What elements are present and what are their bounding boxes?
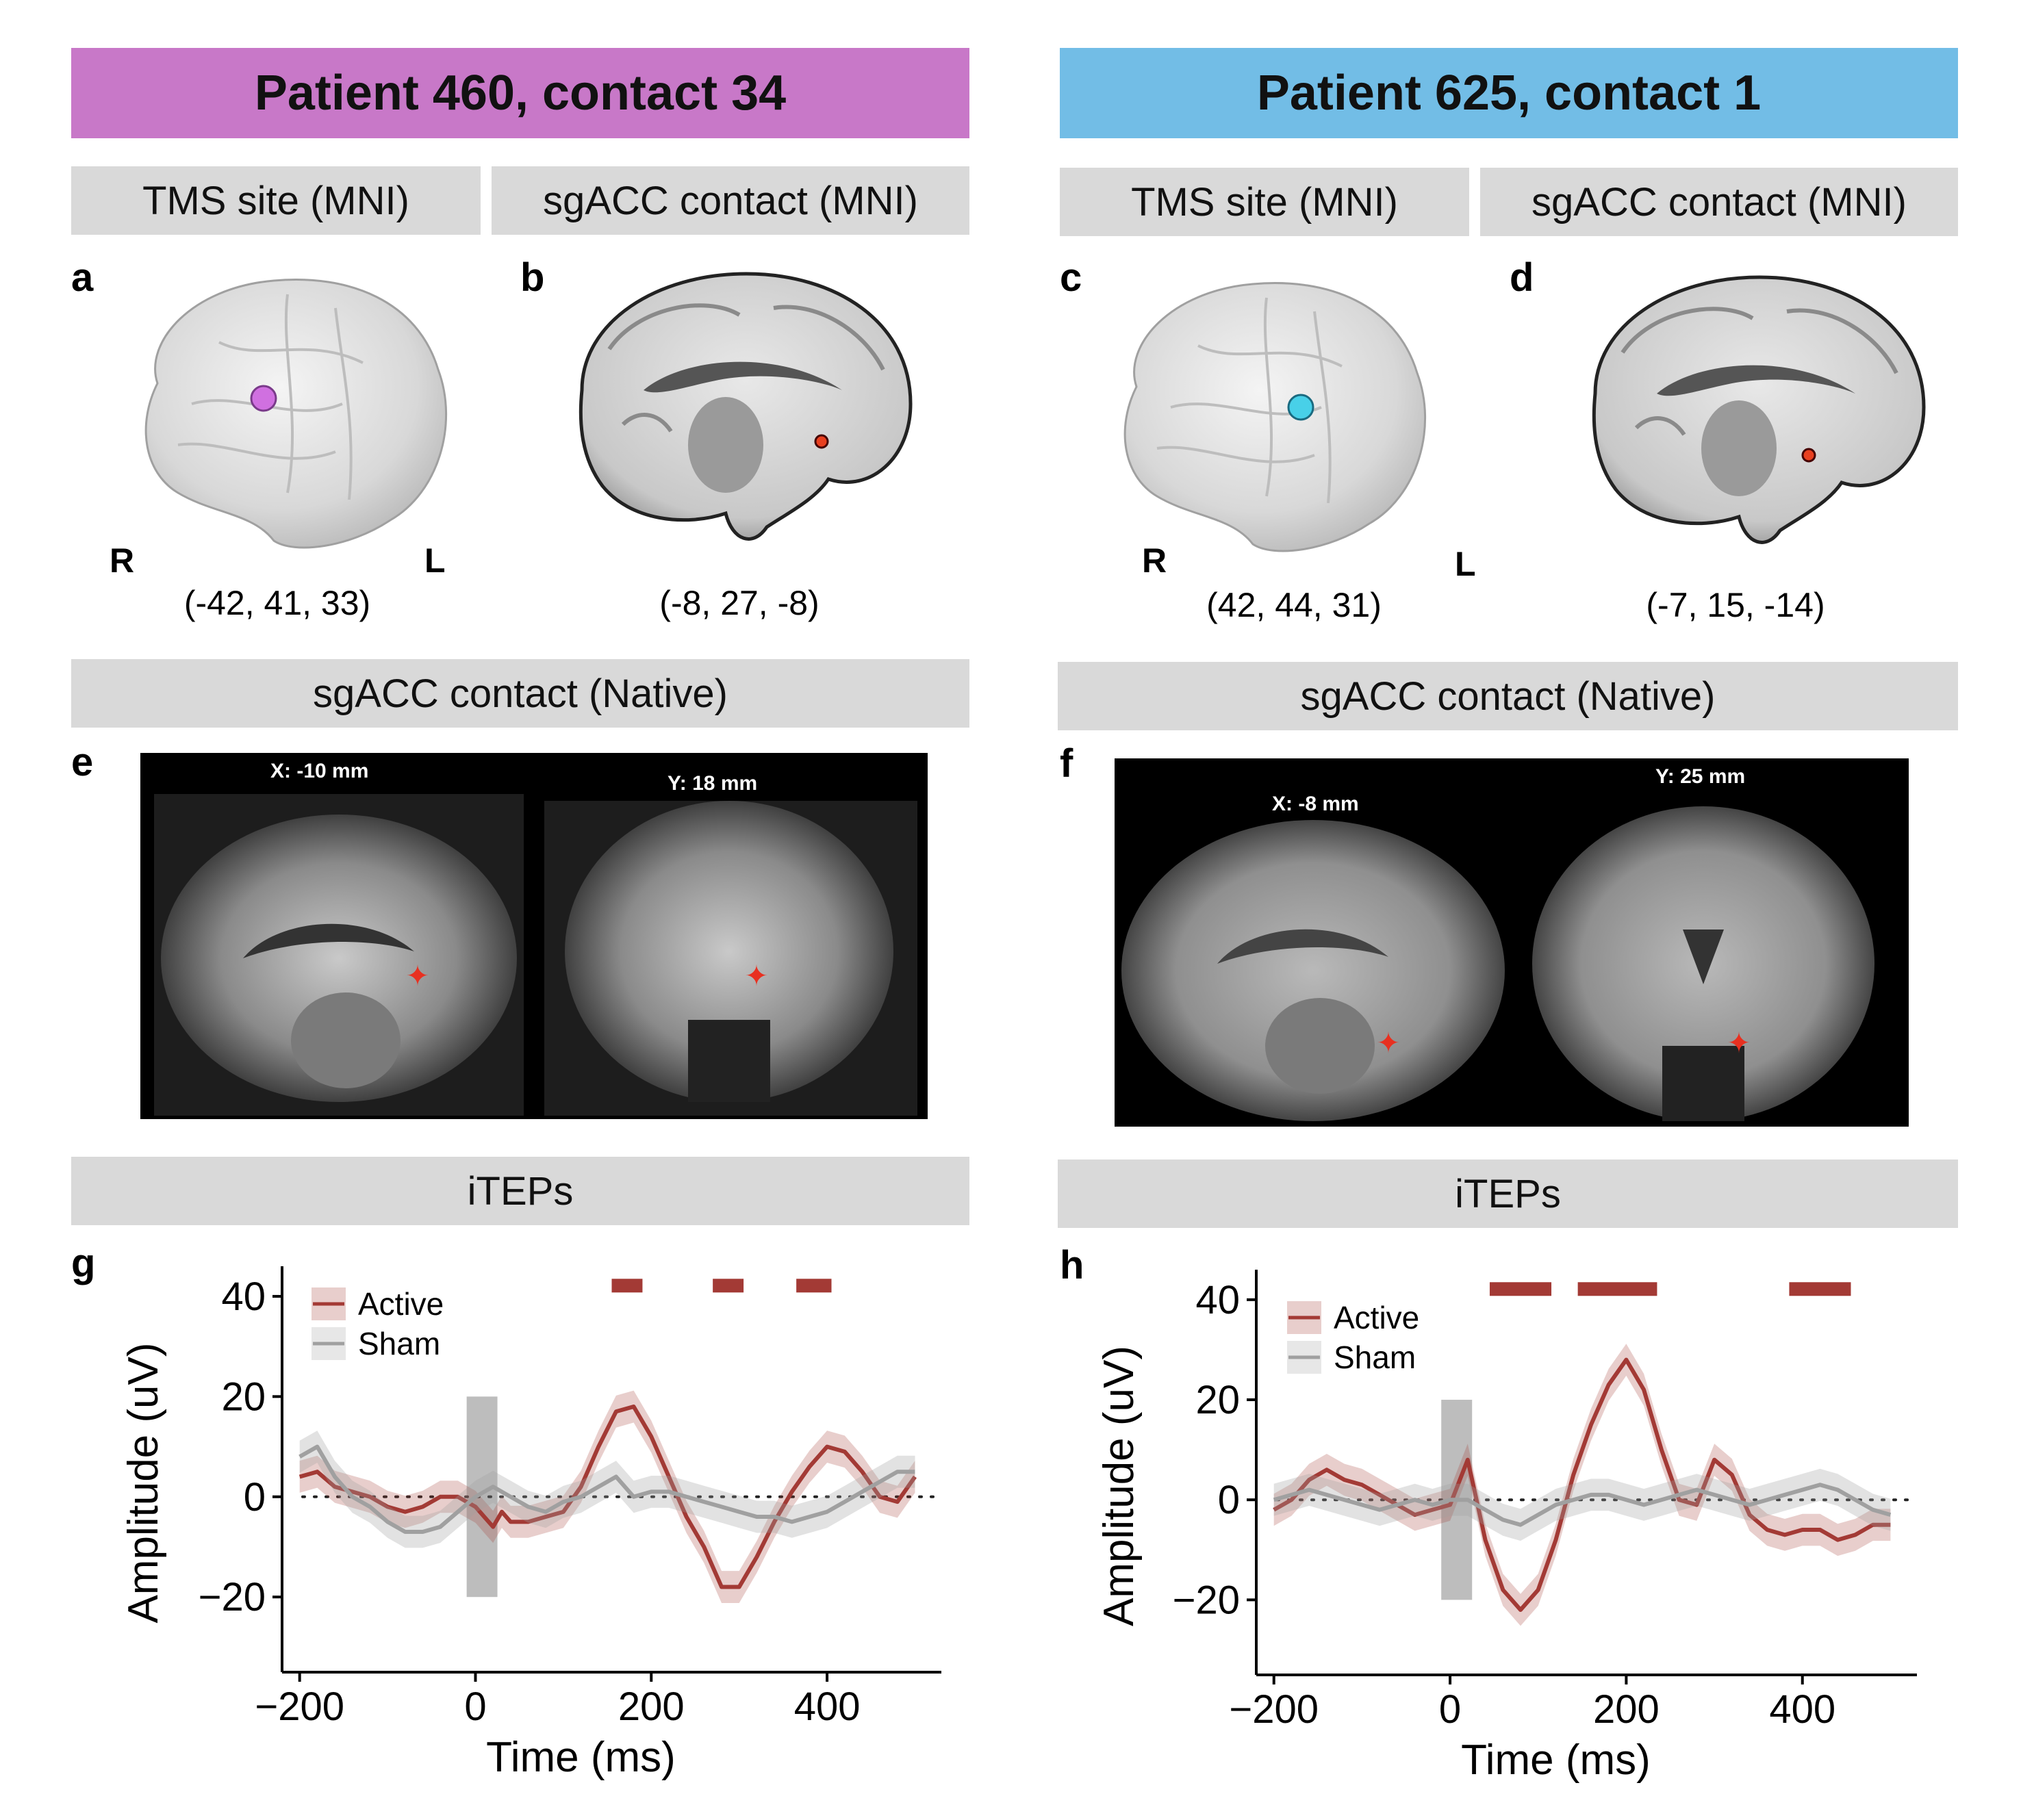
x-tick-label: −200 [255, 1684, 344, 1729]
y-axis-label: Amplitude (uV) [120, 1342, 167, 1623]
panel-label-b: b [520, 255, 545, 300]
mri-native-f: ✦ ✦ X: -8 mm Y: 25 mm [1115, 758, 1909, 1127]
panel-label-g: g [71, 1241, 96, 1285]
sgacc-dot-b [814, 434, 829, 449]
tms-site-dot-c [1287, 394, 1314, 421]
y-tick-label: 0 [244, 1475, 266, 1520]
brain-lateral-a [144, 279, 447, 549]
right-band-tms: TMS site (MNI) [1060, 168, 1469, 236]
svg-text:✦: ✦ [405, 959, 429, 992]
mri-y-label-f: Y: 25 mm [1655, 765, 1746, 788]
x-tick-label: 0 [464, 1684, 486, 1729]
svg-text:✦: ✦ [1727, 1026, 1751, 1060]
right-band-sgacc: sgACC contact (MNI) [1480, 168, 1958, 236]
svg-text:✦: ✦ [1376, 1026, 1400, 1060]
panel-label-c: c [1060, 255, 1082, 300]
mri-y-label-e: Y: 18 mm [668, 772, 758, 795]
stimulation-artifact-block [466, 1396, 498, 1598]
left-header: Patient 460, contact 34 [71, 48, 969, 138]
x-tick-label: 400 [794, 1684, 861, 1729]
brain-sagittal-d [1592, 275, 1926, 544]
right-band-native: sgACC contact (Native) [1058, 662, 1958, 730]
significance-bar [796, 1279, 832, 1293]
coord-sgacc-left: (-8, 27, -8) [659, 584, 819, 622]
left-band-native: sgACC contact (Native) [71, 659, 969, 728]
x-tick-label: 200 [618, 1684, 685, 1729]
left-band-iteps: iTEPs [71, 1157, 969, 1225]
svg-text:✦: ✦ [744, 959, 768, 992]
legend-label-sham: Sham [358, 1326, 440, 1361]
right-header: Patient 625, contact 1 [1060, 48, 1958, 138]
panel-label-e: e [71, 740, 94, 784]
side-l-a: L [424, 541, 446, 580]
series-line-sham [298, 1444, 915, 1534]
side-r-a: R [110, 541, 135, 580]
right-band-iteps: iTEPs [1058, 1159, 1958, 1228]
legend-label-active: Active [358, 1286, 444, 1322]
coord-tms-left: (-42, 41, 33) [183, 584, 371, 622]
x-axis-label: Time (ms) [486, 1734, 676, 1781]
significance-bar [713, 1279, 744, 1293]
mri-x-label-f: X: -8 mm [1272, 793, 1359, 815]
significance-bar [611, 1279, 643, 1293]
panel-label-a: a [71, 255, 94, 300]
y-tick-label: −20 [199, 1575, 266, 1619]
mri-x-label-e: X: -10 mm [270, 760, 369, 782]
side-l-c: L [1455, 545, 1476, 583]
sgacc-dot-d [1801, 448, 1816, 463]
brain-sagittal-b [579, 272, 913, 541]
panel-label-h: h [1060, 1243, 1084, 1287]
panel-label-d: d [1510, 255, 1534, 300]
coord-sgacc-right: (-7, 15, -14) [1646, 586, 1825, 624]
tms-site-dot-a [250, 385, 277, 412]
coord-tms-right: (42, 44, 31) [1206, 586, 1382, 624]
series-line-active [298, 1405, 917, 1589]
left-band-sgacc: sgACC contact (MNI) [492, 166, 969, 235]
panel-label-f: f [1060, 741, 1073, 786]
y-tick-label: 40 [221, 1274, 266, 1319]
mri-native-e: ✦ ✦ X: -10 mm Y: 18 mm [140, 753, 928, 1119]
y-tick-label: 20 [221, 1374, 266, 1419]
brain-lateral-c [1123, 282, 1426, 552]
side-r-c: R [1142, 541, 1167, 580]
left-band-tms: TMS site (MNI) [71, 166, 481, 235]
